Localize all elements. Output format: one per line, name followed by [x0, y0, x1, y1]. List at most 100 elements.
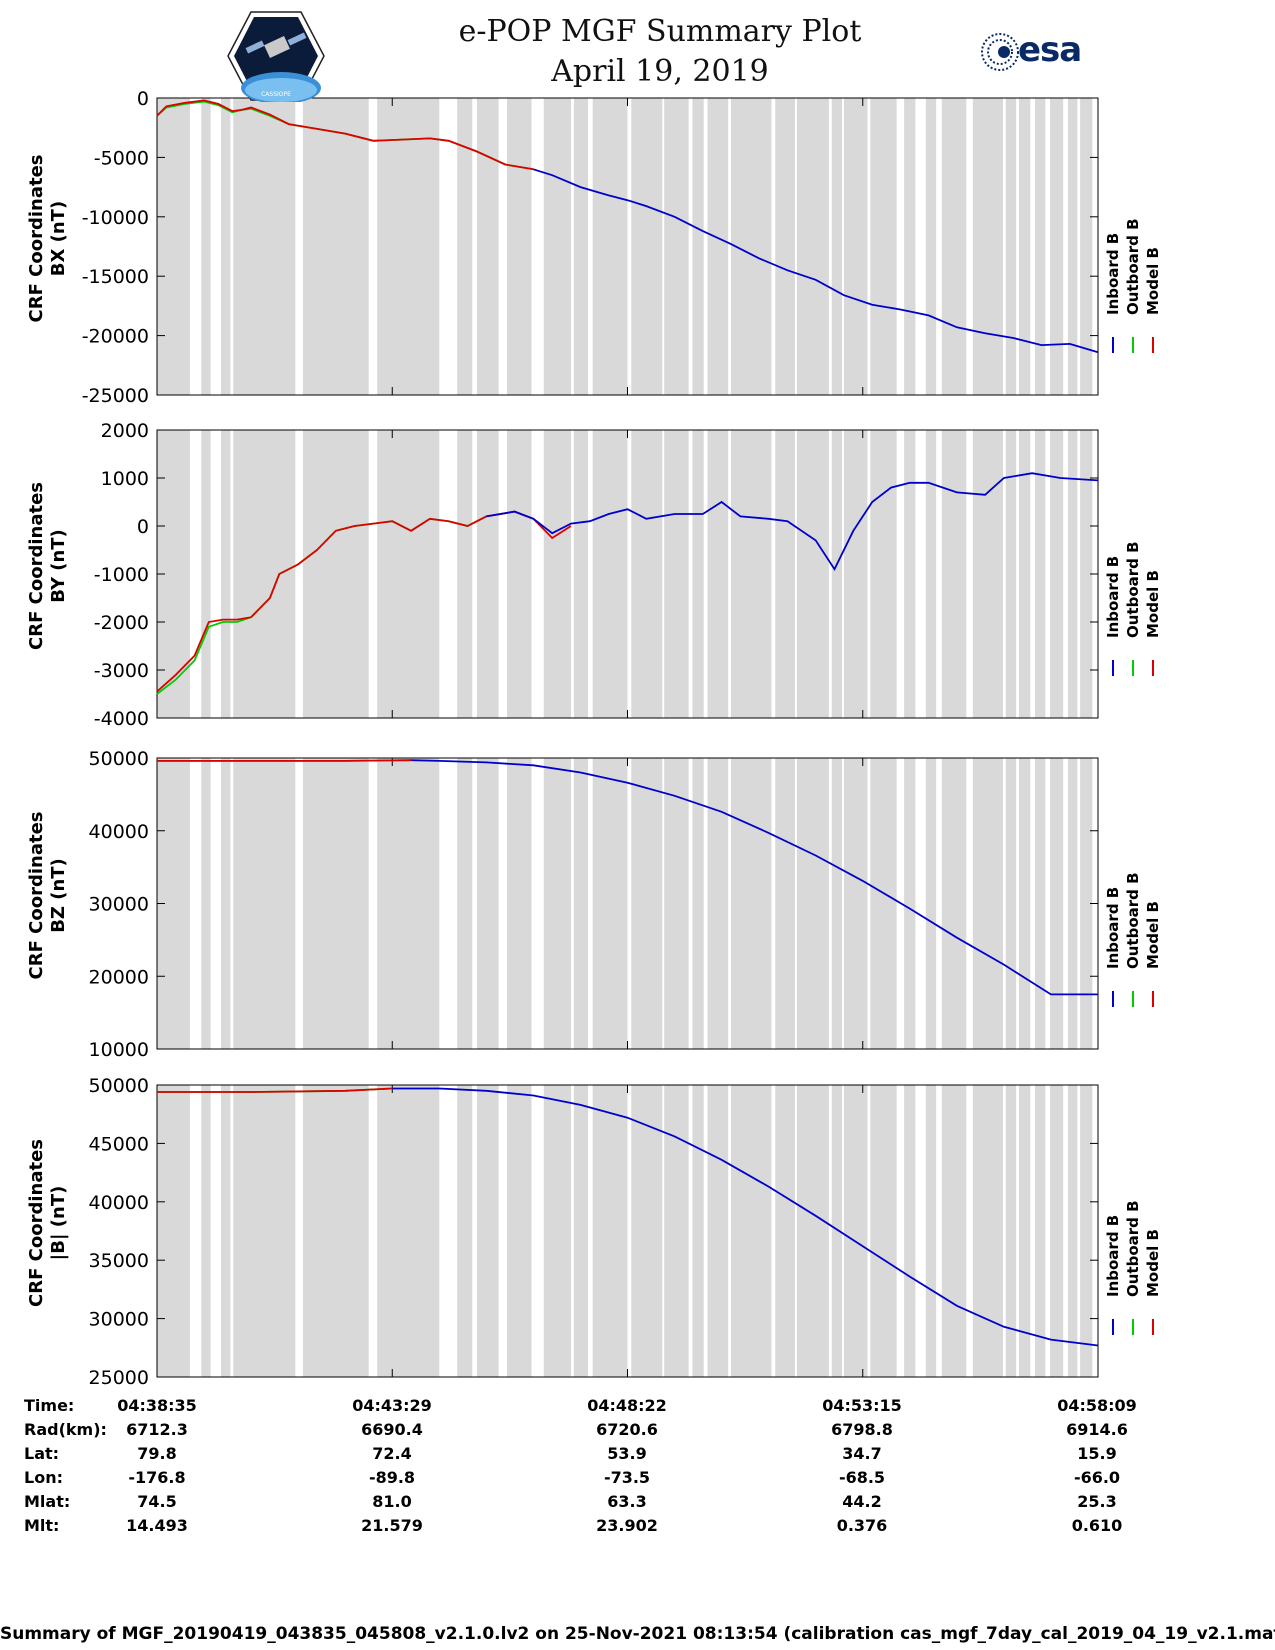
y-tick-label: -10000	[82, 207, 149, 229]
data-gap-stripe	[302, 98, 369, 395]
data-gap-stripe	[775, 98, 795, 395]
data-gap-stripe	[664, 98, 689, 395]
ephemeris-row-label: Lon:	[24, 1468, 63, 1487]
data-gap-stripe	[573, 758, 588, 1049]
chart-panel-4: 50000 45000 40000 35000 30000 25000 CRF Coordi…	[26, 1075, 1162, 1389]
data-gap-stripe	[707, 1085, 729, 1377]
data-gap-stripe	[1005, 430, 1017, 718]
ephemeris-row-label: Lat:	[24, 1444, 60, 1463]
data-gap-stripe	[664, 430, 689, 718]
ephemeris-value: 6914.6	[1066, 1420, 1128, 1439]
data-gap-stripe	[543, 430, 572, 718]
ephemeris-value: 74.5	[137, 1492, 177, 1511]
data-gap-stripe	[731, 1085, 772, 1377]
ephemeris-value: -89.8	[368, 1468, 416, 1487]
data-gap-stripe	[972, 430, 1003, 718]
data-gap-stripe	[220, 430, 231, 718]
series-line-inboard-b	[411, 759, 1098, 996]
data-gap-stripe	[573, 430, 588, 718]
y-axis-label: CRF Coordinates	[26, 812, 47, 980]
data-gap-stripe	[377, 98, 440, 395]
y-tick-label: 50000	[89, 1075, 149, 1097]
data-gap-stripe	[796, 758, 829, 1049]
series-line-inboard-b	[392, 1087, 1099, 1347]
data-gap-stripe	[831, 758, 843, 1049]
chart-panel-1: 0 -5000 -10000 -15000 -20000 -25000 CRF Coordi…	[26, 88, 1162, 407]
time-tick-label: 04:53:15	[822, 1396, 902, 1415]
data-gap-stripe	[507, 1085, 532, 1377]
data-gap-stripe	[796, 98, 829, 395]
y-axis-label: CRF Coordinates	[26, 155, 47, 323]
data-gap-stripe	[925, 1085, 937, 1377]
esa-logo	[981, 33, 1019, 71]
data-gap-stripe	[941, 430, 967, 718]
data-gap-stripe	[1005, 758, 1017, 1049]
data-gap-stripe	[925, 98, 937, 395]
y-axis-label: CRF Coordinates	[26, 482, 47, 650]
y-tick-label: 0	[137, 516, 149, 538]
data-gap-stripe	[1018, 430, 1031, 718]
legend-label: Model B	[1144, 247, 1162, 315]
y-tick-label: 2000	[101, 420, 149, 442]
ephemeris-row-label: Mlat:	[24, 1492, 71, 1511]
series-line-model-b	[157, 759, 412, 762]
ephemeris-value: 0.376	[836, 1516, 888, 1535]
y-axis-units-label: BX (nT)	[48, 201, 69, 276]
y-axis-units-label: BY (nT)	[48, 529, 69, 603]
y-tick-label: 30000	[89, 894, 149, 916]
data-gap-stripe	[1080, 1085, 1093, 1377]
data-gap-stripe	[904, 758, 916, 1049]
y-tick-label: -3000	[94, 660, 149, 682]
ephemeris-value: 25.3	[1077, 1492, 1117, 1511]
series-line-model-b	[157, 1087, 393, 1093]
data-gap-stripe	[925, 430, 937, 718]
data-gap-stripe	[843, 758, 868, 1049]
ephemeris-value: 72.4	[372, 1444, 412, 1463]
legend-label: Outboard B	[1124, 872, 1142, 969]
data-gap-stripe	[1050, 430, 1064, 718]
data-gap-stripe	[843, 98, 868, 395]
y-tick-label: 25000	[89, 1367, 149, 1389]
data-gap-stripe	[831, 1085, 843, 1377]
data-gap-stripe	[1034, 758, 1046, 1049]
ephemeris-value: 0.610	[1071, 1516, 1123, 1535]
data-gap-stripe	[592, 758, 628, 1049]
svg-text:CASSIOPE: CASSIOPE	[261, 91, 291, 98]
data-gap-stripe	[201, 430, 211, 718]
data-gap-stripe	[843, 1085, 868, 1377]
data-gap-stripe	[457, 758, 473, 1049]
ephemeris-value: 53.9	[607, 1444, 647, 1463]
data-gap-stripe	[201, 98, 211, 395]
legend-label: Inboard B	[1104, 1215, 1122, 1297]
data-gap-stripe	[457, 98, 473, 395]
ephemeris-value: 79.8	[137, 1444, 177, 1463]
data-gap-stripe	[476, 1085, 499, 1377]
legend-label: Outboard B	[1124, 1200, 1142, 1297]
y-tick-label: 1000	[101, 468, 149, 490]
data-gap-stripe	[972, 98, 1003, 395]
y-tick-label: 40000	[89, 821, 149, 843]
data-gap-stripe	[201, 1085, 211, 1377]
data-gap-stripe	[972, 1085, 1003, 1377]
data-gap-stripe	[1067, 758, 1078, 1049]
data-gap-stripe	[941, 758, 967, 1049]
y-tick-label: 0	[137, 88, 149, 110]
data-gap-stripe	[233, 430, 296, 718]
data-gap-stripe	[692, 98, 704, 395]
series-line-inboard-b	[533, 168, 1099, 354]
data-gap-stripe	[707, 758, 729, 1049]
data-gap-stripe	[904, 98, 916, 395]
data-gap-stripe	[1034, 1085, 1046, 1377]
data-gap-stripe	[707, 430, 729, 718]
chart-panel-3: 50000 40000 30000 20000 10000 CRF Coordinates…	[26, 748, 1162, 1061]
ephemeris-value: -73.5	[603, 1468, 651, 1487]
data-gap-stripe	[543, 98, 572, 395]
data-gap-stripe	[831, 430, 843, 718]
data-gap-stripe	[1080, 430, 1093, 718]
data-gap-stripe	[377, 430, 440, 718]
cassiope-mission-logo: CASSIOPE	[227, 11, 325, 102]
y-axis-label: CRF Coordinates	[26, 1139, 47, 1307]
data-gap-stripe	[1005, 1085, 1017, 1377]
data-gap-stripe	[157, 1085, 190, 1377]
data-gap-stripe	[377, 1085, 440, 1377]
